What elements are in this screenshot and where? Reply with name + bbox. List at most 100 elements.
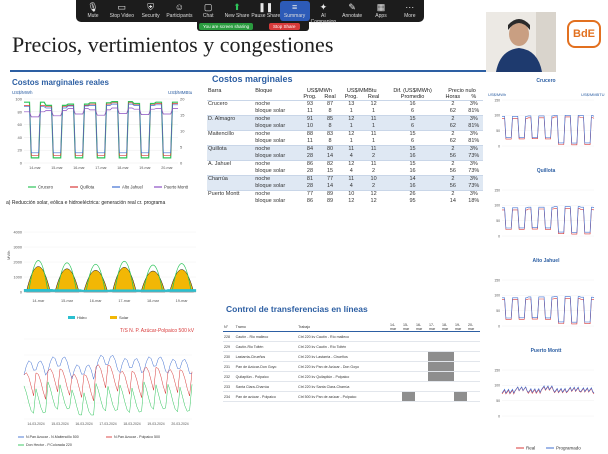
table-cell: 4 [339, 153, 364, 161]
hidro-area [23, 289, 53, 292]
congestion-cell [467, 331, 480, 342]
y-tick: 0 [498, 324, 500, 328]
legend-label: Quillota [80, 185, 95, 190]
table-cell: bloque solar [254, 123, 300, 131]
annotate-button[interactable]: ✎ Annotate [337, 1, 367, 21]
presenter-video[interactable] [486, 12, 556, 72]
table-row: bloque solar 11 8 1 1 6 62 81% [207, 138, 483, 146]
table-cell: noche [254, 130, 300, 138]
congestion-cell [415, 341, 428, 352]
congestion-cell [402, 331, 415, 342]
participants-button[interactable]: ☺ Participants [164, 1, 194, 21]
solar-program-line [28, 260, 49, 293]
legend-label: Hidro [77, 315, 87, 320]
table-cell: noche [254, 115, 300, 123]
table-row: bloque solar 10 8 1 1 6 62 81% [207, 123, 483, 131]
table-cell: A. Jahuel [207, 160, 255, 168]
table-cell: 91 [299, 115, 321, 123]
y-tick: 3000 [14, 246, 22, 250]
col-dif: Dif. (US$/MWh) [393, 88, 432, 94]
summary-button[interactable]: ≡ Summary [279, 1, 310, 21]
new-share-button[interactable]: ⬆ New Share [222, 1, 252, 21]
transfer-header: Trabajo [297, 323, 389, 332]
summary-icon: ≡ [291, 2, 298, 12]
security-button[interactable]: ⛨ Security [136, 1, 166, 21]
table-cell: 62 [449, 108, 456, 114]
presenter-silhouette [486, 12, 556, 72]
table-cell: 12 [363, 190, 385, 198]
table-cell: 62 [441, 123, 465, 131]
table-cell: 73% [468, 168, 480, 174]
x-tick: 17-03-2024 [99, 422, 116, 426]
toolbar-label: Summary [283, 13, 306, 19]
table-cell: bloque solar [254, 153, 300, 161]
table-cell: 6 [411, 108, 415, 114]
chat-button[interactable]: ▢ Chat [193, 1, 223, 21]
transfer-cell: Ctrl 500 kv Pan de azúcar - Polpaico [297, 391, 389, 402]
y-tick: 100 [494, 294, 500, 298]
share-icon: ⬆ [233, 2, 241, 12]
table-row: bloque solar 28 14 4 2 16 56 73% [207, 153, 483, 161]
congestion-cell [402, 371, 415, 382]
table-cell: 85 [320, 115, 340, 123]
legend-label: Crucero [38, 185, 54, 190]
table-cell: 15 [384, 115, 442, 123]
table-cell: 12 [339, 160, 364, 168]
stop-video-button[interactable]: ▭ Stop Video [107, 1, 137, 21]
pen-icon: ✎ [348, 2, 356, 12]
hidro-area [52, 289, 82, 292]
table-cell: 3% [464, 130, 483, 138]
table-cell: 11 [363, 160, 385, 168]
table-cell: 13 [339, 100, 364, 108]
mute-button[interactable]: 🎙 Mute [78, 1, 108, 21]
congestion-cell [454, 341, 467, 352]
toolbar-label: Mute [87, 13, 99, 19]
series-line [501, 385, 595, 394]
table-cell [207, 198, 254, 205]
table-cell: 18% [468, 198, 480, 204]
legend-label: N.Pan Azucar - Polpaico 500 [114, 435, 160, 439]
ai-companion-button[interactable]: ✦ AI Companion [308, 1, 338, 25]
y-tick: 50 [496, 129, 500, 133]
table-row: bloque solar 86 89 12 12 95 14 18% [207, 198, 483, 205]
table-cell: 12 [339, 115, 364, 123]
y-tick-right: 0 [180, 161, 183, 166]
toolbar-label: Apps [375, 13, 387, 19]
chart-title: Crucero [536, 78, 555, 84]
table-cell: 2 [372, 168, 376, 174]
table-cell: Quillota [207, 145, 255, 153]
apps-button[interactable]: ▦ Apps [366, 1, 396, 21]
microphone-icon: 🎙 [87, 2, 99, 12]
line-loading-chart: 14-03-2024 15-03-2024 16-03-2024 17-03-2024… [18, 338, 193, 447]
table-title: Costos marginales [212, 74, 293, 84]
table-cell: noche [254, 145, 300, 153]
transfer-cell: Lastarria-Cirueños [234, 351, 298, 362]
table-cell: 11 [339, 145, 364, 153]
more-button[interactable]: ··· More [395, 1, 425, 21]
transfer-table: N° Tramo Trabajo 14-mar 15-mar 16-mar 17-mar 18… [223, 323, 480, 402]
congestion-cell [441, 331, 454, 342]
legend-label: Don Hector - P.Colorada 220 [26, 443, 72, 447]
stop-share-button[interactable]: Stop Share [269, 23, 300, 30]
participants-icon: ☺ [174, 2, 184, 12]
transfer-header: 14-mar [389, 323, 402, 332]
congestion-cell [467, 371, 480, 382]
table-cell: 56 [449, 168, 456, 174]
table-cell: Maitencillo [207, 130, 255, 138]
congestion-cell [428, 331, 441, 342]
x-tick: 18-mar [117, 166, 129, 170]
solar-program-line [171, 263, 192, 293]
col-mmbtu: US$/MMBtu [346, 88, 377, 94]
table-cell: 77 [320, 175, 340, 183]
share-status-bar: You are screen sharing Stop Share [197, 22, 309, 31]
transfer-cell: Ctrl 220 kv Lastarria - Cirueños [297, 351, 389, 362]
pause-share-button[interactable]: ❚❚ Pause Share [251, 1, 281, 21]
transfer-row: 230 Lastarria-Cirueños Ctrl 220 kv Lastarr… [223, 351, 480, 362]
table-cell: 62 [449, 138, 456, 144]
y-tick: 150 [494, 368, 500, 372]
transfer-cell: Ctrl 220 kv Quilapilún - Polpaico [297, 371, 389, 382]
congestion-cell [402, 361, 415, 372]
transfer-header: 18-mar [441, 323, 454, 332]
transfer-header: N° [223, 323, 235, 332]
